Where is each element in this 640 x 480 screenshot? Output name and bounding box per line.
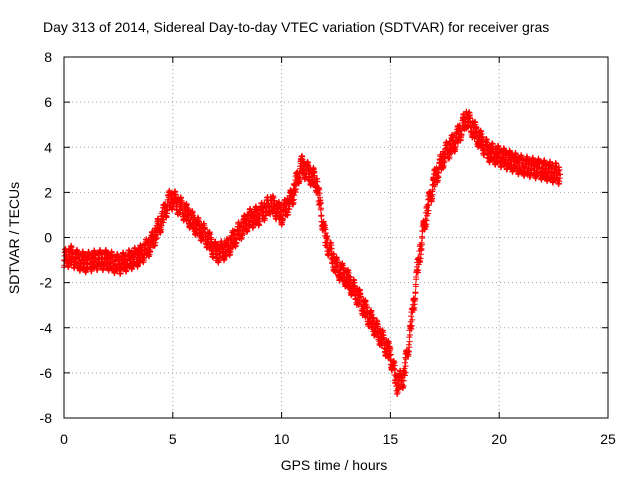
y-tick-label: 8 xyxy=(44,49,52,65)
y-tick-label: -2 xyxy=(40,275,53,291)
y-axis-title: SDTVAR / TECUs xyxy=(6,182,22,294)
y-tick-label: 6 xyxy=(44,94,52,110)
grid-lines xyxy=(64,57,608,418)
x-tick-label: 25 xyxy=(600,431,616,447)
x-tick-label: 15 xyxy=(383,431,399,447)
chart-title: Day 313 of 2014, Sidereal Day-to-day VTE… xyxy=(43,19,549,35)
x-tick-label: 10 xyxy=(274,431,290,447)
y-tick-label: 2 xyxy=(44,184,52,200)
x-axis-title: GPS time / hours xyxy=(281,457,388,473)
y-tick-label: -6 xyxy=(40,365,53,381)
y-tick-label: -4 xyxy=(40,320,53,336)
x-tick-label: 20 xyxy=(491,431,507,447)
y-tick-label: -8 xyxy=(40,410,53,426)
y-tick-label: 0 xyxy=(44,230,52,246)
x-tick-label: 5 xyxy=(169,431,177,447)
axis-ticks: 0 5 10 15 20 25 -8 -6 -4 -2 0 2 4 6 8 xyxy=(40,49,616,447)
x-tick-label: 0 xyxy=(60,431,68,447)
y-tick-label: 4 xyxy=(44,139,52,155)
